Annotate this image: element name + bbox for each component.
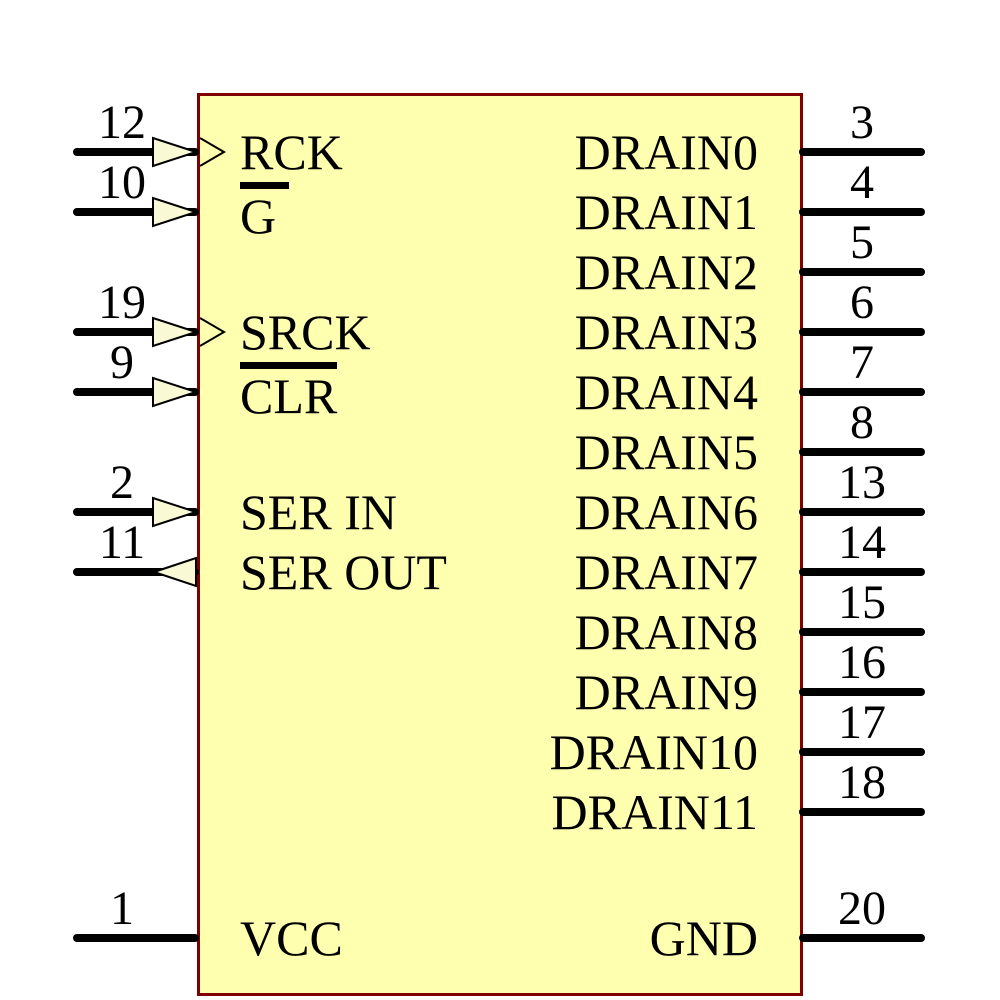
pin-2-label-text: SER IN (240, 484, 397, 540)
pin-20-wire[interactable] (799, 934, 925, 942)
pin-20-label: GND (420, 907, 758, 969)
pin-5-label: DRAIN2 (420, 241, 758, 303)
pin-20-number: 20 (838, 882, 886, 935)
pin-15-label: DRAIN8 (420, 601, 758, 663)
pin-19-clock-edge-icon (199, 317, 226, 347)
pin-9-wire[interactable] (73, 388, 199, 396)
pin-12-label-text: RCK (240, 124, 343, 180)
pin-3-label: DRAIN0 (420, 121, 758, 183)
pin-10-number: 10 (98, 156, 146, 209)
pin-15-number: 15 (838, 576, 886, 629)
pin-13-label-text: DRAIN6 (574, 484, 758, 540)
pin-15-label-text: DRAIN8 (574, 604, 758, 660)
pin-17-wire[interactable] (799, 748, 925, 756)
pin-19-label-text: SRCK (240, 304, 371, 360)
pin-2-input-arrow-icon (152, 496, 200, 528)
pin-6-label-text: DRAIN3 (574, 304, 758, 360)
pin-13-number: 13 (838, 456, 886, 509)
pin-18-label: DRAIN11 (420, 781, 758, 843)
pin-10-wire[interactable] (73, 208, 199, 216)
pin-8-label: DRAIN5 (420, 421, 758, 483)
pin-14-wire[interactable] (799, 568, 925, 576)
pin-7-number: 7 (850, 336, 874, 389)
pin-7-label: DRAIN4 (420, 361, 758, 423)
pin-8-label-text: DRAIN5 (574, 424, 758, 480)
pin-1-label: VCC (240, 907, 560, 969)
pin-20-label-text: GND (649, 910, 758, 966)
pin-2-label: SER IN (240, 481, 560, 543)
pin-9-number: 9 (110, 336, 134, 389)
pin-14-label-text: DRAIN7 (574, 544, 758, 600)
pin-9-label-text: CLR (240, 361, 338, 423)
pin-8-number: 8 (850, 396, 874, 449)
pin-13-label: DRAIN6 (420, 481, 758, 543)
pin-3-wire[interactable] (799, 148, 925, 156)
pin-3-number: 3 (850, 96, 874, 149)
pin-17-label-text: DRAIN10 (549, 724, 758, 780)
pin-11-number: 11 (98, 516, 146, 569)
pin-12-label: RCK (240, 121, 560, 183)
component-body[interactable] (197, 93, 803, 996)
pin-6-wire[interactable] (799, 328, 925, 336)
pin-5-wire[interactable] (799, 268, 925, 276)
pin-11-output-arrow-icon (150, 556, 197, 588)
pin-19-number: 19 (98, 276, 146, 329)
pin-7-wire[interactable] (799, 388, 925, 396)
pin-2-number: 2 (110, 456, 134, 509)
pin-2-wire[interactable] (73, 508, 199, 516)
pin-12-clock-edge-icon (199, 137, 226, 167)
pin-10-input-arrow-icon (152, 196, 200, 228)
pin-1-number: 1 (110, 882, 134, 935)
pin-13-wire[interactable] (799, 508, 925, 516)
pin-4-number: 4 (850, 156, 874, 209)
pin-15-wire[interactable] (799, 628, 925, 636)
pin-10-label: G (240, 181, 560, 243)
pin-1-wire[interactable] (73, 934, 199, 942)
pin-19-label: SRCK (240, 301, 560, 363)
pin-19-wire[interactable] (73, 328, 199, 336)
pin-6-number: 6 (850, 276, 874, 329)
pin-11-label: SER OUT (240, 541, 560, 603)
pin-10-label-text: G (240, 181, 290, 243)
pin-14-number: 14 (838, 516, 886, 569)
pin-14-label: DRAIN7 (420, 541, 758, 603)
pin-12-number: 12 (98, 96, 146, 149)
pin-4-label-text: DRAIN1 (574, 184, 758, 240)
pin-9-label: CLR (240, 361, 560, 423)
pin-1-label-text: VCC (240, 910, 343, 966)
pin-3-label-text: DRAIN0 (574, 124, 758, 180)
pin-9-input-arrow-icon (152, 376, 200, 408)
pin-12-input-arrow-icon (152, 136, 200, 168)
pin-19-input-arrow-icon (152, 316, 200, 348)
pin-16-label-text: DRAIN9 (574, 664, 758, 720)
pin-8-wire[interactable] (799, 448, 925, 456)
pin-18-label-text: DRAIN11 (551, 784, 758, 840)
pin-16-wire[interactable] (799, 688, 925, 696)
pin-11-wire[interactable] (73, 568, 199, 576)
pin-5-number: 5 (850, 216, 874, 269)
pin-4-label: DRAIN1 (420, 181, 758, 243)
pin-18-number: 18 (838, 756, 886, 809)
pin-5-label-text: DRAIN2 (574, 244, 758, 300)
pin-18-wire[interactable] (799, 808, 925, 816)
pin-16-number: 16 (838, 636, 886, 689)
pin-17-label: DRAIN10 (420, 721, 758, 783)
pin-12-wire[interactable] (73, 148, 199, 156)
pin-4-wire[interactable] (799, 208, 925, 216)
pin-16-label: DRAIN9 (420, 661, 758, 723)
pin-17-number: 17 (838, 696, 886, 749)
pin-6-label: DRAIN3 (420, 301, 758, 363)
pin-7-label-text: DRAIN4 (574, 364, 758, 420)
pin-11-label-text: SER OUT (240, 544, 447, 600)
